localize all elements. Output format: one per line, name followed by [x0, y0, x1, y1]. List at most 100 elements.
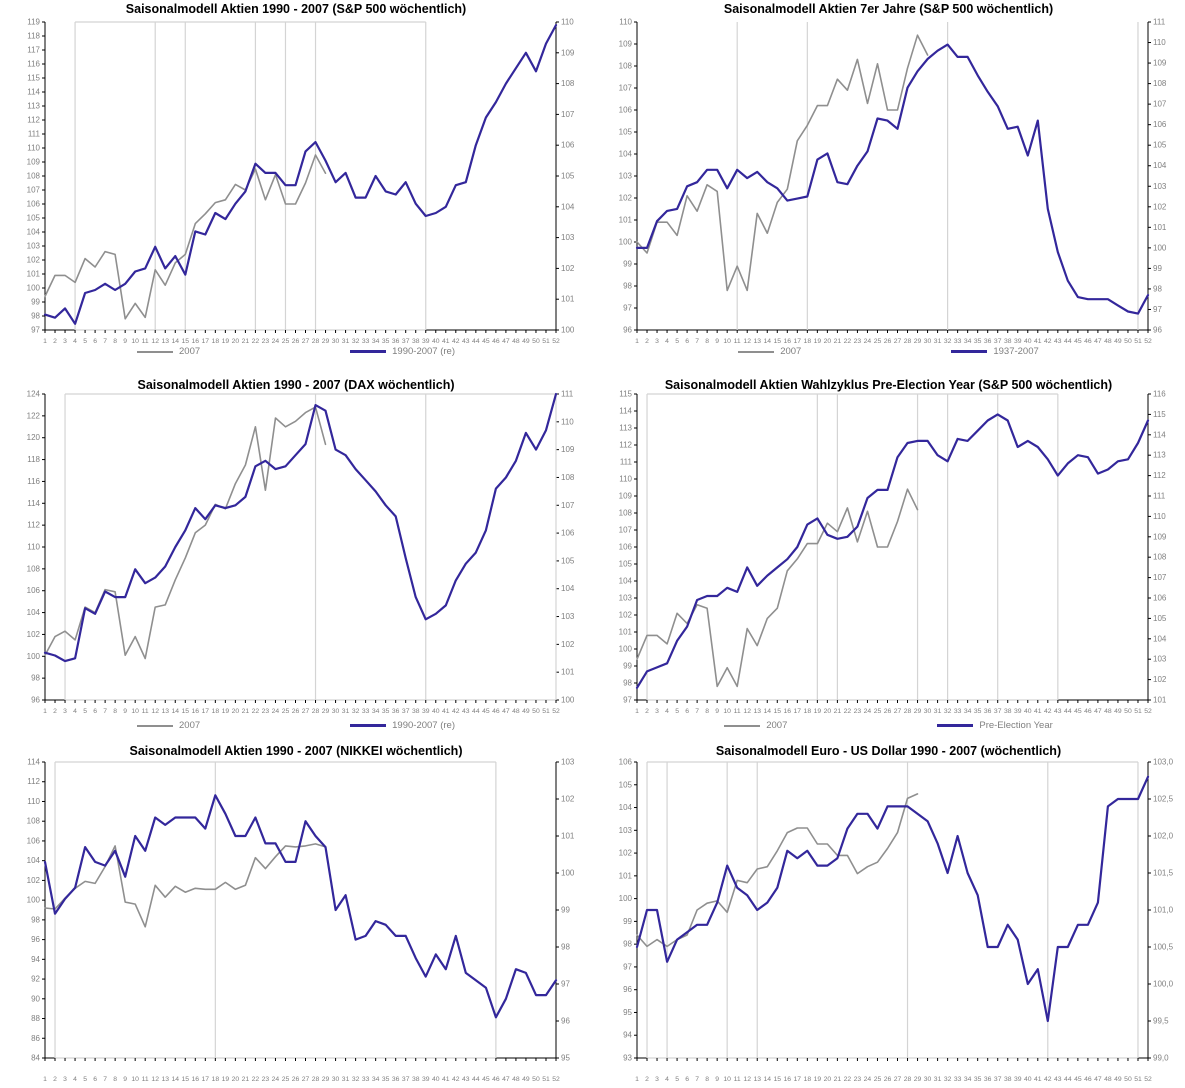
legend-line-sample	[350, 724, 387, 727]
x-axis-tick-label: 52	[552, 1076, 560, 1083]
right-axis-tick-label: 97	[1153, 305, 1162, 314]
x-axis-tick-label: 9	[715, 708, 719, 715]
left-axis-tick-label: 107	[619, 84, 633, 93]
x-axis-tick-label: 26	[292, 338, 300, 345]
x-axis-tick-label: 26	[884, 708, 892, 715]
x-axis-tick-label: 10	[723, 708, 731, 715]
left-axis-tick-label: 99	[31, 298, 40, 307]
right-axis-tick-label: 109	[1153, 532, 1167, 541]
left-axis-tick-label: 112	[619, 441, 632, 450]
x-axis-tick-label: 1	[43, 708, 47, 715]
left-axis-tick-label: 102	[27, 630, 41, 639]
right-axis-tick-label: 99,0	[1153, 1054, 1169, 1063]
x-axis-tick-label: 9	[123, 708, 127, 715]
x-axis-tick-label: 41	[1034, 1076, 1042, 1083]
left-axis-tick-label: 109	[619, 40, 633, 49]
legend-item: 2007	[738, 346, 801, 357]
legend-line-sample	[137, 350, 173, 353]
left-axis-tick-label: 98	[623, 282, 632, 291]
x-axis-tick-label: 26	[292, 1076, 300, 1083]
x-axis-tick-label: 29	[914, 708, 922, 715]
right-axis-tick-label: 100,0	[1153, 980, 1174, 989]
right-axis-tick-label: 116	[1153, 390, 1166, 399]
x-axis-tick-label: 11	[734, 338, 741, 345]
legend-label: Pre-Election Year	[979, 720, 1053, 731]
right-axis-tick-label: 101	[1153, 696, 1167, 705]
right-axis-tick-label: 103	[561, 233, 575, 242]
x-axis-tick-label: 4	[665, 338, 669, 345]
chart-title: Saisonalmodell Aktien 1990 - 2007 (S&P 5…	[125, 2, 467, 16]
x-axis-tick-label: 13	[161, 708, 169, 715]
x-axis-tick-label: 47	[1094, 338, 1102, 345]
x-axis-tick-label: 43	[462, 1076, 470, 1083]
right-axis-tick-label: 115	[1153, 410, 1166, 419]
x-axis-tick-label: 23	[854, 338, 862, 345]
x-axis-tick-label: 17	[794, 338, 802, 345]
left-axis-tick-label: 105	[27, 214, 41, 223]
legend-item: 1990-2007 (re)	[350, 720, 455, 731]
x-axis-tick-label: 39	[422, 338, 430, 345]
left-axis-tick-label: 96	[623, 985, 632, 994]
x-axis-tick-label: 16	[784, 708, 792, 715]
left-axis-tick-label: 104	[619, 150, 633, 159]
x-axis-tick-label: 18	[212, 708, 220, 715]
x-axis-tick-label: 22	[844, 1076, 852, 1083]
left-axis-tick-label: 86	[31, 1034, 40, 1043]
left-axis-tick-label: 106	[619, 106, 633, 115]
right-axis-tick-label: 110	[1153, 38, 1166, 47]
x-axis-tick-label: 40	[1024, 338, 1032, 345]
left-axis-tick-label: 115	[27, 74, 40, 83]
x-axis-tick-label: 26	[884, 1076, 892, 1083]
legend-label: 1990-2007 (re)	[392, 720, 455, 731]
left-axis-tick-label: 111	[620, 458, 633, 467]
right-axis-tick-label: 102	[561, 795, 575, 804]
x-axis-tick-label: 29	[322, 1076, 330, 1083]
left-axis-tick-label: 95	[623, 1008, 632, 1017]
right-axis-tick-label: 103	[1153, 182, 1167, 191]
right-axis-tick-label: 101	[561, 295, 575, 304]
x-axis-tick-label: 1	[635, 1076, 639, 1083]
x-axis-tick-label: 37	[402, 1076, 410, 1083]
x-axis-tick-label: 40	[1024, 1076, 1032, 1083]
left-axis-tick-label: 98	[31, 915, 40, 924]
x-axis-tick-label: 42	[452, 338, 460, 345]
left-axis-tick-label: 115	[619, 390, 632, 399]
x-axis-tick-label: 6	[685, 338, 689, 345]
x-axis-tick-label: 20	[232, 1076, 240, 1083]
x-axis-tick-label: 49	[522, 1076, 530, 1083]
x-axis-tick-label: 8	[113, 1076, 117, 1083]
right-axis-tick-label: 109	[1153, 59, 1167, 68]
x-axis-tick-label: 21	[242, 708, 250, 715]
x-axis-tick-label: 45	[482, 708, 490, 715]
x-axis-tick-label: 13	[753, 708, 761, 715]
x-axis-tick-label: 10	[723, 338, 731, 345]
chart-legend: 2007 1990-2007 (re)	[0, 346, 592, 357]
right-axis-tick-label: 103	[561, 612, 575, 621]
right-axis-tick-label: 109	[561, 48, 575, 57]
chart-title: Saisonalmodell Aktien Wahlzyklus Pre-Ele…	[664, 378, 1113, 392]
x-axis-tick-label: 38	[1004, 338, 1012, 345]
x-axis-tick-label: 33	[954, 1076, 962, 1083]
x-axis-tick-label: 46	[1084, 1076, 1092, 1083]
x-axis-tick-label: 5	[675, 338, 679, 345]
x-axis-tick-label: 24	[864, 1076, 872, 1083]
x-axis-tick-label: 18	[212, 1076, 220, 1083]
x-axis-tick-label: 31	[934, 708, 942, 715]
left-axis-tick-label: 108	[619, 62, 633, 71]
left-axis-tick-label: 105	[619, 560, 633, 569]
x-axis-tick-label: 28	[904, 708, 912, 715]
x-axis-tick-label: 12	[151, 338, 159, 345]
left-axis-tick-label: 101	[619, 871, 633, 880]
right-axis-tick-label: 102,0	[1153, 832, 1174, 841]
x-axis-tick-label: 27	[894, 1076, 902, 1083]
x-axis-tick-label: 7	[103, 1076, 107, 1083]
x-axis-tick-label: 34	[372, 1076, 380, 1083]
x-axis-tick-label: 51	[542, 338, 550, 345]
right-axis-tick-label: 106	[561, 529, 575, 538]
x-axis-tick-label: 51	[1134, 708, 1142, 715]
x-axis-tick-label: 9	[715, 1076, 719, 1083]
x-axis-tick-label: 32	[944, 708, 952, 715]
left-axis-tick-label: 110	[619, 475, 632, 484]
x-axis-tick-label: 3	[655, 338, 659, 345]
x-axis-tick-label: 26	[292, 708, 300, 715]
